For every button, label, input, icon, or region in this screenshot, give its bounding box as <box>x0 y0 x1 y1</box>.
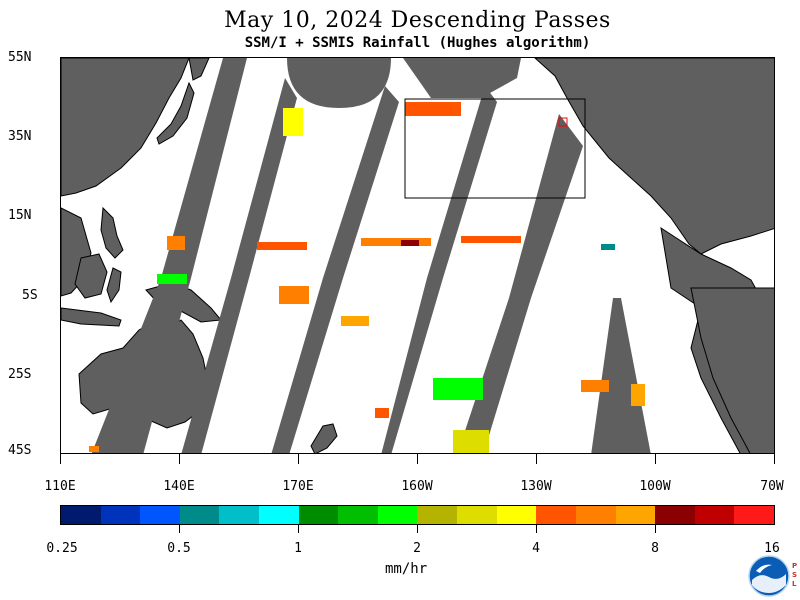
colorbar-tick <box>298 525 299 533</box>
rain-patch <box>157 274 187 284</box>
swath-gap-2 <box>181 78 297 453</box>
colorbar-label: 1 <box>294 541 302 556</box>
colorbar-swatch <box>219 506 260 524</box>
colorbar-units: mm/hr <box>385 561 428 577</box>
lat-label-55n: 55N <box>8 50 32 65</box>
colorbar-swatch <box>575 506 616 524</box>
rain-patch <box>257 242 307 250</box>
lon-tick <box>179 454 180 464</box>
lon-tick <box>774 454 775 464</box>
lon-label-110e: 110E <box>44 479 76 494</box>
colorbar-label: 8 <box>651 541 659 556</box>
colorbar-swatch <box>259 506 299 524</box>
land-java <box>61 307 122 327</box>
land-borneo <box>74 253 108 299</box>
colorbar-swatch <box>655 506 695 524</box>
rain-patch <box>401 240 419 246</box>
swath-gap-5 <box>457 114 583 453</box>
land-new-zealand <box>310 423 338 453</box>
colorbar-tick <box>536 525 537 533</box>
colorbar-label: 0.25 <box>46 541 78 556</box>
colorbar-swatch <box>61 506 101 524</box>
lat-label-35n: 35N <box>8 129 32 144</box>
land-kamchatka <box>188 58 210 81</box>
colorbar-swatch <box>694 506 735 524</box>
lat-label-5s: 5S <box>22 288 38 303</box>
lon-tick <box>60 454 61 464</box>
lon-label-170e: 170E <box>282 479 314 494</box>
colorbar-swatch <box>457 506 497 524</box>
rain-patch <box>375 408 389 418</box>
swath-gap-4 <box>381 86 497 453</box>
lon-tick <box>536 454 537 464</box>
lat-label-45s: 45S <box>8 443 32 458</box>
colorbar-swatch <box>496 506 537 524</box>
colorbar-swatch <box>734 506 774 524</box>
colorbar-swatch <box>536 506 576 524</box>
location-marker <box>558 117 568 127</box>
rain-patch <box>279 286 309 304</box>
swath-gap-3 <box>271 86 399 453</box>
swath-gap-1 <box>91 58 247 453</box>
colorbar-swatch <box>338 506 378 524</box>
region-box <box>404 98 586 199</box>
lon-label-130w: 130W <box>520 479 552 494</box>
rain-patch <box>631 384 645 406</box>
lat-label-15n: 15N <box>8 208 32 223</box>
swath-gap-6 <box>591 298 651 453</box>
rain-patch <box>361 238 431 246</box>
lon-tick <box>417 454 418 464</box>
land-philippines <box>100 206 124 259</box>
land-sulawesi <box>106 267 122 304</box>
colorbar-swatch <box>377 506 418 524</box>
swath-gap-top-2 <box>403 58 521 98</box>
rain-patch <box>433 378 483 400</box>
rainfall-colorbar <box>60 505 775 525</box>
colorbar-label: 0.5 <box>167 541 191 556</box>
colorbar-label: 2 <box>413 541 421 556</box>
rain-patch <box>453 430 489 453</box>
colorbar-swatch <box>298 506 339 524</box>
rain-patch <box>167 236 185 250</box>
rain-patch <box>405 102 461 116</box>
lon-label-140e: 140E <box>163 479 195 494</box>
swath-gap-top-arc <box>287 58 391 108</box>
lon-label-160w: 160W <box>401 479 433 494</box>
map-canvas <box>61 58 774 453</box>
rainfall-map <box>60 57 775 454</box>
rain-patch <box>341 316 369 326</box>
colorbar-swatch <box>417 506 458 524</box>
colorbar-swatch <box>100 506 141 524</box>
noaa-logo-icon <box>748 555 790 597</box>
rain-patch <box>89 446 99 452</box>
colorbar-swatch <box>615 506 656 524</box>
lat-label-25s: 25S <box>8 367 32 382</box>
lon-label-70w: 70W <box>760 479 784 494</box>
rain-patch <box>581 380 609 392</box>
map-title: May 10, 2024 Descending Passes <box>224 8 611 33</box>
colorbar-label: 16 <box>764 541 780 556</box>
colorbar-tick <box>179 525 180 533</box>
land-north-america <box>534 58 774 255</box>
land-japan <box>156 81 195 145</box>
colorbar-swatch <box>140 506 180 524</box>
colorbar-tick <box>655 525 656 533</box>
rain-patch <box>283 108 303 136</box>
land-asia <box>61 58 190 197</box>
map-subtitle: SSM/I + SSMIS Rainfall (Hughes algorithm… <box>244 35 591 51</box>
land-south-america <box>690 287 774 453</box>
rain-patch <box>601 244 615 250</box>
lon-tick <box>655 454 656 464</box>
colorbar-swatch <box>179 506 220 524</box>
colorbar-label: 4 <box>532 541 540 556</box>
colorbar-tick <box>417 525 418 533</box>
lon-label-100w: 100W <box>639 479 671 494</box>
rain-patch <box>461 236 521 243</box>
lon-tick <box>298 454 299 464</box>
